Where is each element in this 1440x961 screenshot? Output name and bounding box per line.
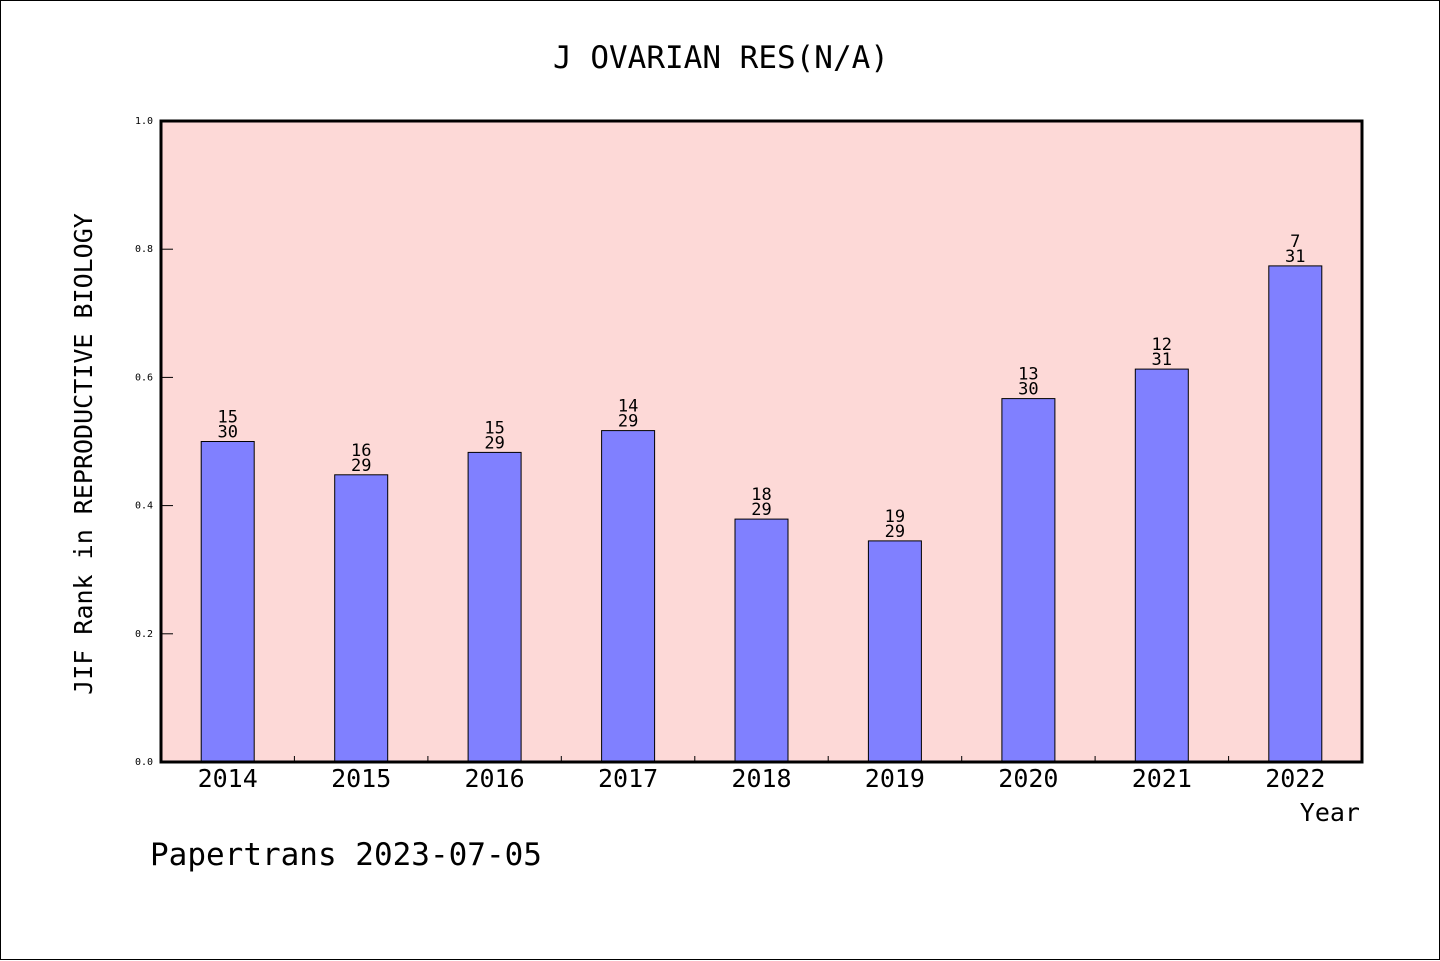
y-tick-label: 0.0 [135,757,153,768]
chart-title: J OVARIAN RES(N/A) [553,40,889,76]
x-tick-label-2020: 2020 [998,764,1058,793]
bar-label-rank-2018: 18 [751,485,771,505]
bar-2016 [467,451,522,763]
bar-label-rank-2019: 19 [885,507,905,527]
bar-label-total-2018: 29 [751,500,771,520]
x-tick-label-2019: 2019 [865,764,925,793]
x-tick-label-2015: 2015 [331,764,391,793]
plot-border [159,119,1364,764]
bars-layer [200,265,1323,763]
bar-label-total-2020: 30 [1018,380,1038,400]
y-tick-label: 0.8 [135,244,153,255]
bar-label-total-2022: 31 [1285,247,1305,267]
bar-2018 [734,518,789,763]
bar-2015 [334,474,389,763]
x-tick-label-2021: 2021 [1132,764,1192,793]
footer-text: Papertrans 2023-07-05 [150,837,542,873]
x-tick-label-2017: 2017 [598,764,658,793]
bar-label-rank-2014: 15 [217,408,237,428]
x-tick-label-2014: 2014 [198,764,258,793]
y-axis-title: JIF Rank in REPRODUCTIVE BIOLOGY [69,213,98,695]
bar-label-rank-2020: 13 [1018,365,1038,385]
x-tick-label-2022: 2022 [1265,764,1325,793]
bar-2019 [867,540,922,763]
bar-label-total-2015: 29 [351,456,371,476]
y-tick-label: 0.4 [135,501,153,512]
bar-label-total-2017: 29 [618,412,638,432]
bar-2017 [601,430,656,763]
bar-label-rank-2022: 7 [1290,232,1300,252]
y-tick-label: 1.0 [135,116,153,127]
x-tick-label-2018: 2018 [731,764,791,793]
bar-2014 [200,441,255,763]
bar-2021 [1134,368,1189,763]
x-axis-title: Year [1300,798,1360,827]
bar-label-total-2019: 29 [885,522,905,542]
bar-label-total-2016: 29 [484,433,504,453]
bar-label-total-2021: 31 [1152,350,1172,370]
bar-label-rank-2015: 16 [351,441,371,461]
bar-2022 [1268,265,1323,763]
bar-label-rank-2016: 15 [484,418,504,438]
x-axis: 2014 2015 2016 2017 2018 2019 2020 2021 2022 [198,756,1325,793]
bar-label-rank-2017: 14 [618,397,638,417]
bar-label-rank-2021: 12 [1152,335,1172,355]
x-tick-label-2016: 2016 [464,764,524,793]
bar-2020 [1001,398,1056,763]
y-tick-label: 0.6 [135,372,153,383]
bar-label-total-2014: 30 [217,423,237,443]
y-tick-label: 0.2 [135,629,153,640]
